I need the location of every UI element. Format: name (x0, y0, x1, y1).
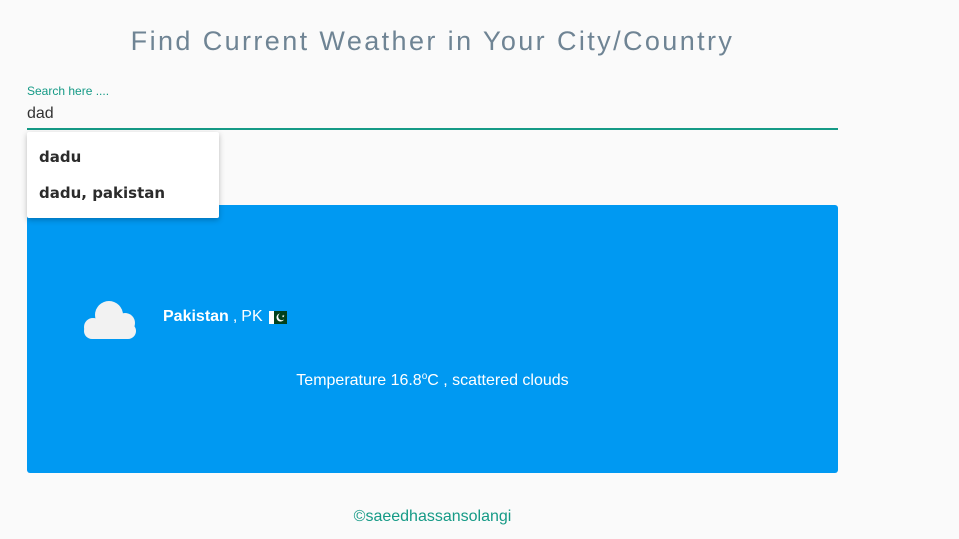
degree-symbol: o (421, 371, 428, 382)
search-underline (27, 128, 838, 130)
country-code: PK (241, 308, 263, 325)
suggestion-item[interactable]: dadu, pakistan (39, 184, 166, 202)
temperature-unit: C (427, 372, 439, 389)
search-input[interactable] (27, 102, 838, 126)
location-separator: , (232, 308, 238, 325)
temperature-value: Temperature 16.8 (296, 372, 422, 389)
suggestion-item[interactable]: dadu (39, 148, 82, 166)
location: Pakistan , PK (163, 308, 287, 326)
pakistan-flag-icon (268, 310, 287, 324)
weather-description: , scattered clouds (443, 372, 569, 389)
autocomplete-dropdown: dadu dadu, pakistan (27, 132, 219, 218)
weather-card: Pakistan , PK Temperature 16.8oC , scatt… (27, 205, 838, 473)
search-field[interactable]: Search here .... (27, 82, 838, 130)
cloud-icon (84, 301, 136, 339)
page-title: Find Current Weather in Your City/Countr… (130, 26, 735, 56)
temperature-text: Temperature 16.8oC , scattered clouds (27, 371, 838, 390)
search-label: Search here .... (27, 84, 110, 98)
city-name: Pakistan (163, 308, 229, 325)
footer-credit: ©saeedhassansolangi (353, 508, 512, 525)
